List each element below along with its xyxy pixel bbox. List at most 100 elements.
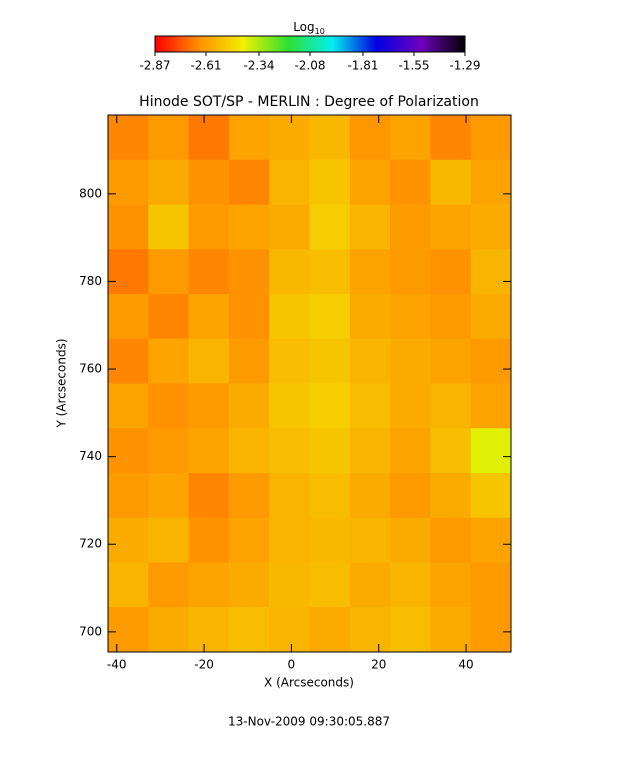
- plot-frame: [107, 114, 512, 653]
- heatmap-cell: [430, 428, 472, 474]
- heatmap-cell: [349, 249, 391, 295]
- heatmap-cell: [188, 383, 230, 429]
- heatmap-cell: [188, 338, 230, 384]
- x-tick-label: 0: [288, 658, 296, 672]
- colorbar-tick-label: -2.87: [139, 59, 170, 73]
- heatmap-cell: [269, 517, 310, 563]
- heatmap-cell: [269, 607, 310, 653]
- heatmap-cell: [309, 204, 351, 250]
- heatmap-cell: [228, 294, 270, 340]
- heatmap-cell: [108, 115, 149, 161]
- heatmap-cell: [470, 338, 512, 384]
- heatmap-cell: [430, 473, 472, 519]
- heatmap-cell: [188, 562, 230, 608]
- heatmap-cell: [108, 473, 149, 519]
- colorbar-tick-label: -2.08: [294, 59, 325, 73]
- heatmap-cell: [269, 562, 310, 608]
- heatmap-cell: [108, 159, 149, 205]
- heatmap-cell: [228, 249, 270, 295]
- heatmap-cell: [148, 338, 190, 384]
- heatmap-cell: [269, 473, 310, 519]
- heatmap-cell: [188, 607, 230, 653]
- heatmap-cell: [309, 115, 351, 161]
- heatmap-cell: [430, 249, 472, 295]
- heatmap-cell: [390, 473, 431, 519]
- heatmap-cell: [228, 115, 270, 161]
- heatmap-cell: [430, 204, 472, 250]
- heatmap-cell: [470, 562, 512, 608]
- colorbar-label: Log: [293, 20, 314, 34]
- heatmap-cell: [108, 338, 149, 384]
- heatmap-cell: [188, 428, 230, 474]
- y-tick-label: 780: [79, 274, 102, 288]
- heatmap-cell: [309, 428, 351, 474]
- y-tick-label: 740: [79, 449, 102, 463]
- heatmap-cell: [188, 115, 230, 161]
- heatmap-cell: [470, 249, 512, 295]
- heatmap-cell: [108, 249, 149, 295]
- x-tick-label: 20: [371, 658, 386, 672]
- x-axis-label: X (Arcseconds): [264, 676, 354, 690]
- heatmap-cell: [269, 204, 310, 250]
- y-axis-label: Y (Arcseconds): [55, 338, 69, 428]
- heatmap-cell: [269, 159, 310, 205]
- heatmap-cell: [430, 159, 472, 205]
- heatmap-cell: [390, 383, 431, 429]
- heatmap-cell: [390, 294, 431, 340]
- heatmap-cell: [349, 428, 391, 474]
- y-tick-label: 800: [79, 186, 102, 200]
- timestamp: 13-Nov-2009 09:30:05.887: [228, 715, 390, 729]
- y-tick-label: 700: [79, 624, 102, 638]
- heatmap-cell: [148, 383, 190, 429]
- heatmap-cell: [148, 517, 190, 563]
- colorbar-tick-label: -1.81: [347, 59, 378, 73]
- heatmap-cell: [269, 115, 310, 161]
- heatmap-cell: [430, 607, 472, 653]
- heatmap-cell: [470, 383, 512, 429]
- heatmap-cell: [269, 338, 310, 384]
- heatmap-cell: [390, 115, 431, 161]
- heatmap-cell: [390, 204, 431, 250]
- colorbar: [154, 35, 466, 53]
- heatmap-cell: [188, 204, 230, 250]
- heatmap-cell: [470, 517, 512, 563]
- heatmap-cell: [148, 249, 190, 295]
- heatmap-cell: [148, 115, 190, 161]
- heatmap-cell: [108, 607, 149, 653]
- heatmap-cell: [108, 517, 149, 563]
- x-tick-label: -40: [107, 658, 127, 672]
- heatmap-cell: [188, 517, 230, 563]
- heatmap-cell: [309, 338, 351, 384]
- heatmap-cell: [470, 473, 512, 519]
- heatmap-cell: [470, 115, 512, 161]
- heatmap-cell: [430, 517, 472, 563]
- chart-title: Hinode SOT/SP - MERLIN : Degree of Polar…: [139, 94, 479, 110]
- heatmap-cell: [148, 294, 190, 340]
- heatmap-cell: [470, 607, 512, 653]
- heatmap-cell: [148, 562, 190, 608]
- heatmap-cell: [349, 159, 391, 205]
- heatmap-cell: [390, 249, 431, 295]
- heatmap-cell: [470, 204, 512, 250]
- x-tick-label: -20: [194, 658, 214, 672]
- heatmap-cell: [430, 383, 472, 429]
- heatmap-cell: [349, 517, 391, 563]
- heatmap-cell: [309, 473, 351, 519]
- y-tick-label: 760: [79, 362, 102, 376]
- heatmap-cell: [309, 383, 351, 429]
- heatmap-cell: [228, 473, 270, 519]
- heatmap-cell: [108, 428, 149, 474]
- colorbar-tick-label: -2.61: [190, 59, 221, 73]
- heatmap-cell: [148, 204, 190, 250]
- colorbar-title: Log10: [293, 20, 325, 36]
- heatmap-cell: [349, 383, 391, 429]
- y-tick-label: 720: [79, 537, 102, 551]
- colorbar-tick-label: -1.55: [398, 59, 429, 73]
- heatmap-cell: [309, 159, 351, 205]
- heatmap-cell: [228, 562, 270, 608]
- colorbar-tick-label: -2.34: [243, 59, 274, 73]
- heatmap-cell: [430, 115, 472, 161]
- heatmap-cell: [148, 428, 190, 474]
- heatmap-cell: [228, 607, 270, 653]
